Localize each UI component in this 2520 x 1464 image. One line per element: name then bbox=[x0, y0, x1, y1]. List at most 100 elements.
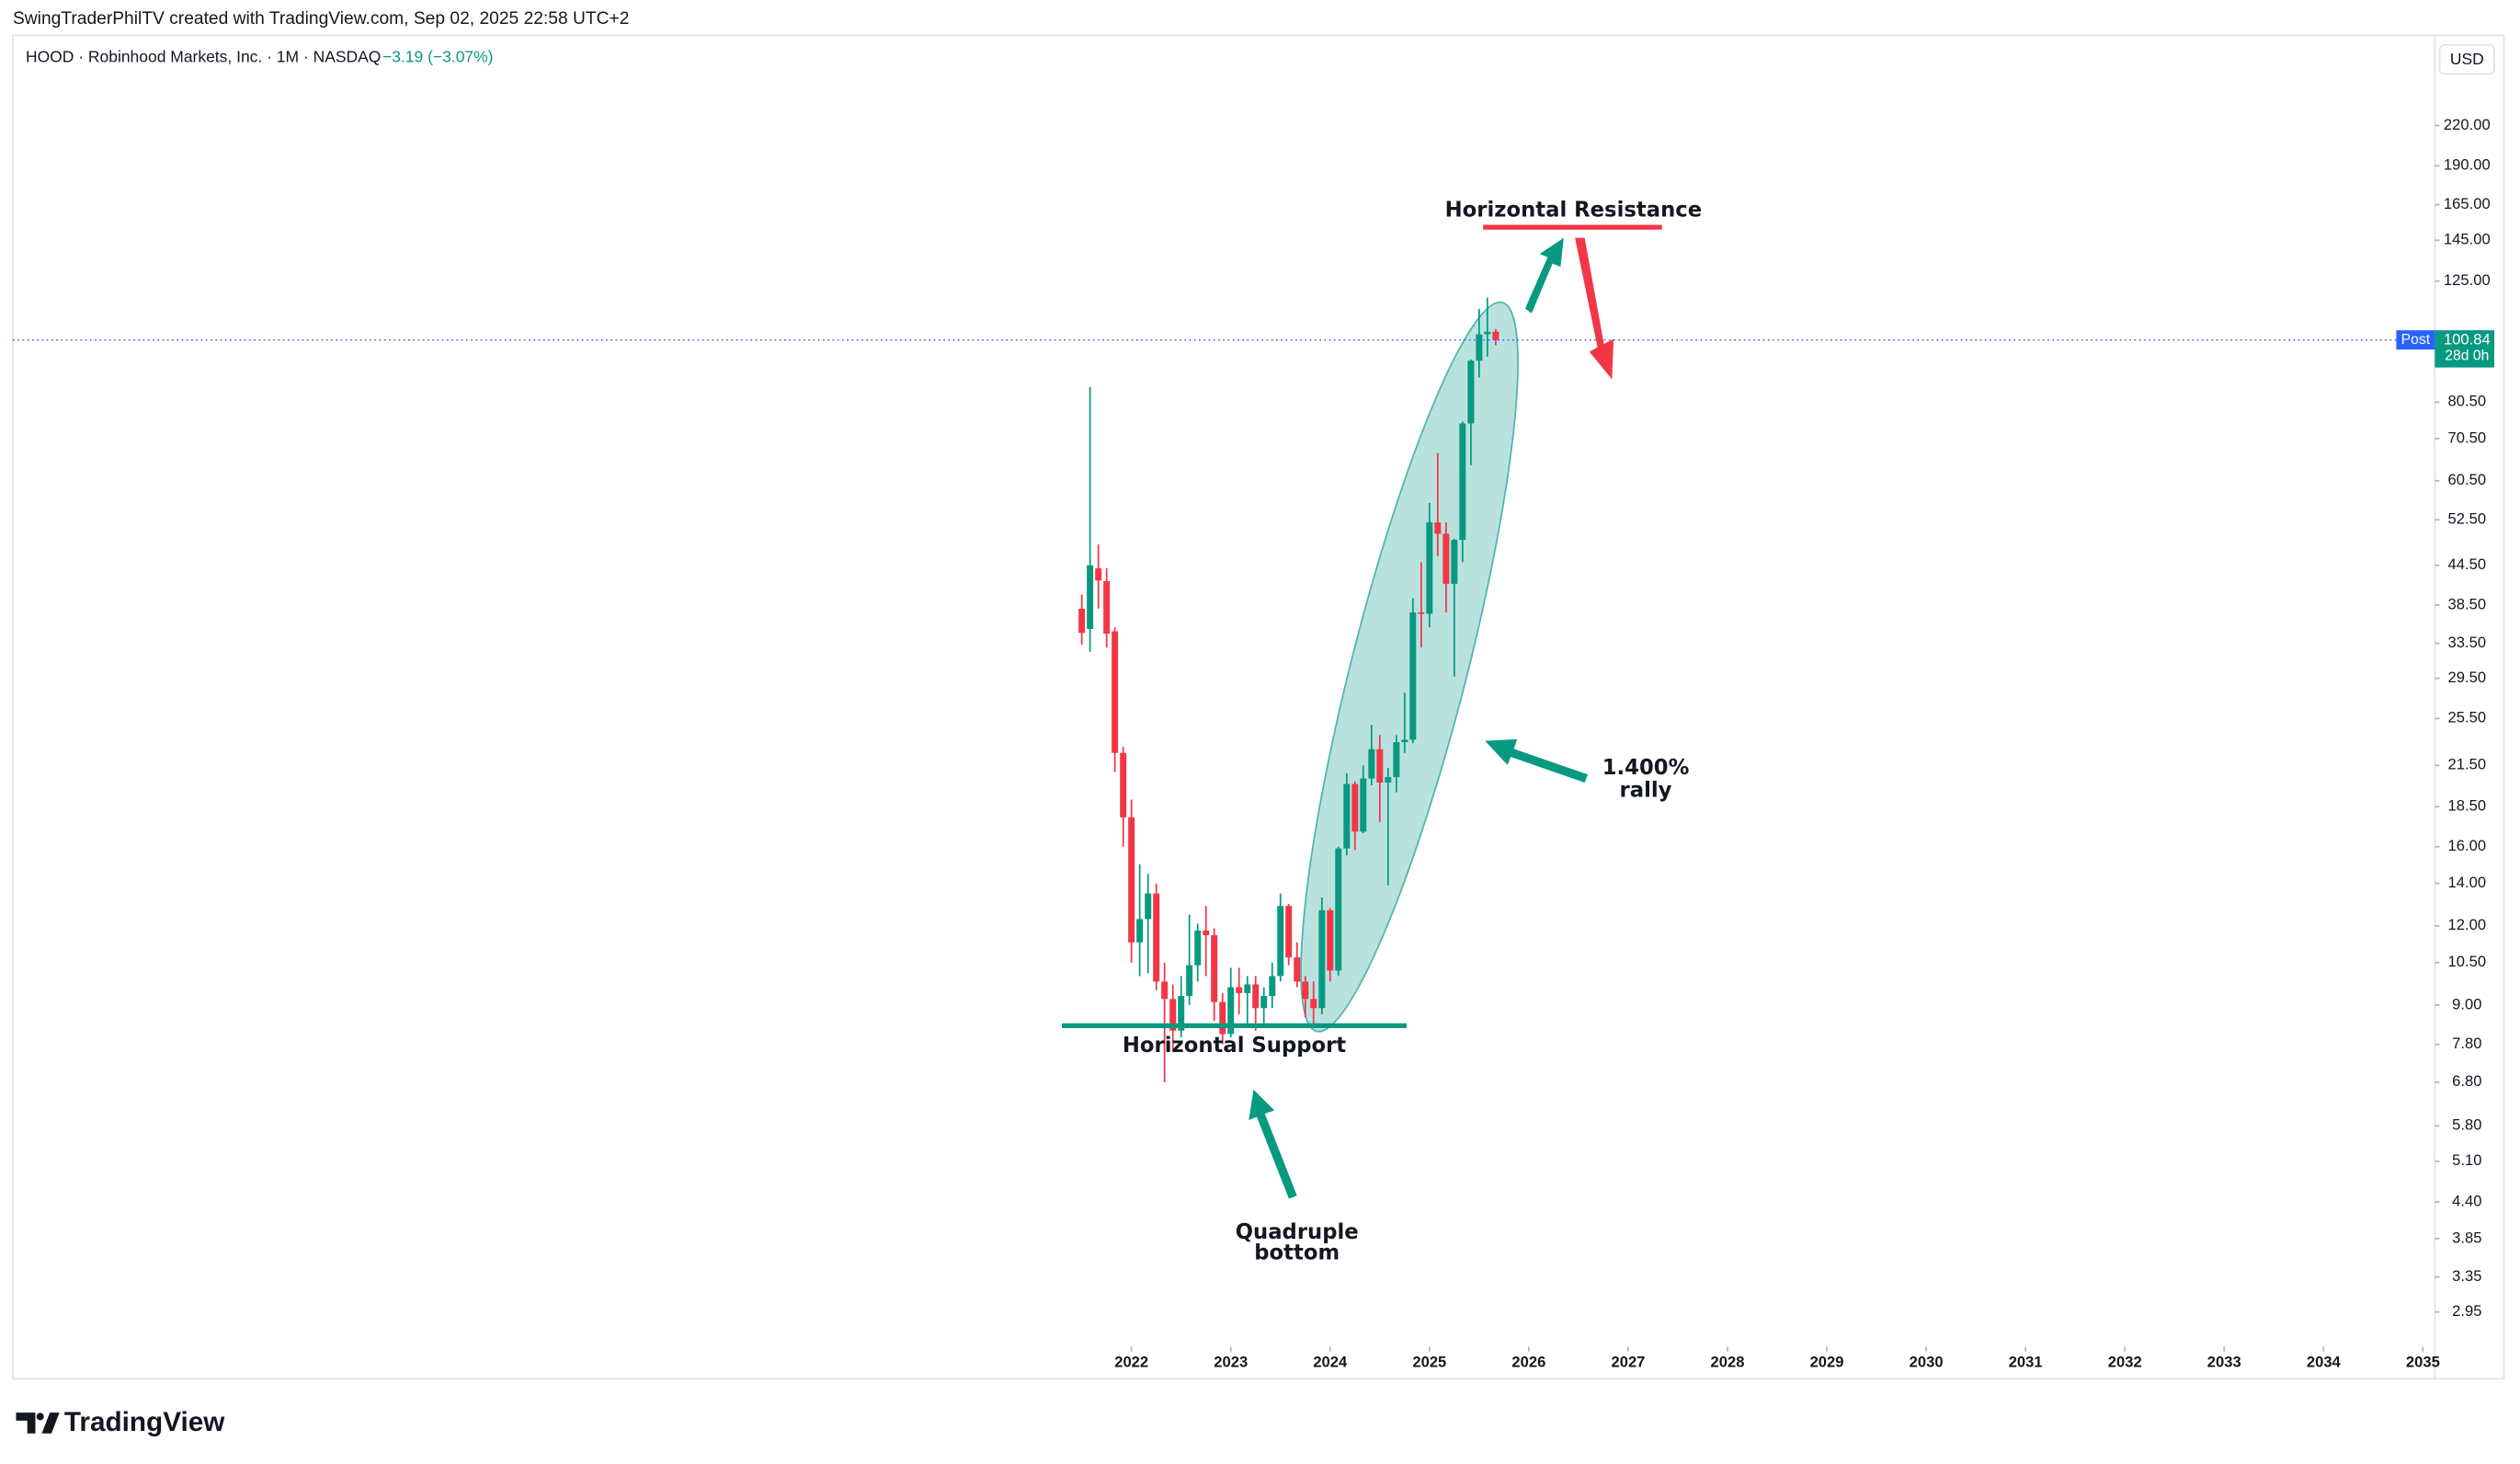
x-tick-label: 2026 bbox=[1511, 1353, 1545, 1370]
y-tick-label: 4.40 bbox=[2452, 1192, 2481, 1209]
y-tick-label: 18.50 bbox=[2448, 797, 2487, 815]
candle-body bbox=[1269, 976, 1276, 997]
candle-body bbox=[1227, 987, 1235, 1035]
candle-body bbox=[1310, 999, 1317, 1009]
y-tick-label: 21.50 bbox=[2448, 756, 2487, 773]
x-tick-label: 2031 bbox=[2009, 1353, 2043, 1370]
x-tick-label: 2029 bbox=[1810, 1353, 1844, 1370]
candle-body bbox=[1095, 568, 1102, 581]
candle-body bbox=[1161, 981, 1169, 1000]
candle-body bbox=[1136, 919, 1144, 943]
candle-body bbox=[1327, 909, 1334, 971]
candle-body bbox=[1467, 360, 1475, 424]
brand-logo: TradingView bbox=[16, 1407, 225, 1437]
x-tick-label: 2027 bbox=[1611, 1353, 1645, 1370]
candle-body bbox=[1434, 522, 1442, 534]
post-tag bbox=[2396, 330, 2435, 350]
candle-body bbox=[1426, 522, 1433, 614]
candle-body bbox=[1376, 749, 1384, 783]
candle-body bbox=[1194, 930, 1202, 966]
brand: TradingView bbox=[64, 1407, 225, 1437]
candle-body bbox=[1186, 965, 1193, 997]
candle-body bbox=[1145, 893, 1152, 920]
x-tick-label: 2033 bbox=[2207, 1353, 2241, 1370]
x-tick-label: 2030 bbox=[1910, 1353, 1944, 1370]
y-tick-label: 220.00 bbox=[2444, 116, 2491, 133]
candle-body bbox=[1285, 906, 1293, 958]
candle-body bbox=[1476, 334, 1483, 361]
y-tick-label: 12.00 bbox=[2448, 916, 2487, 933]
candle-body bbox=[1351, 783, 1359, 832]
candle-body bbox=[1360, 778, 1367, 832]
post-tag-label: Post bbox=[2401, 332, 2431, 348]
candle-body bbox=[1120, 752, 1127, 818]
candle-body bbox=[1484, 331, 1491, 335]
x-tick-label: 2023 bbox=[1214, 1353, 1248, 1370]
y-tick-label: 33.50 bbox=[2448, 634, 2487, 651]
y-tick-label: 25.50 bbox=[2448, 709, 2487, 726]
candle-body bbox=[1335, 848, 1342, 971]
candle-body bbox=[1203, 930, 1210, 935]
candle-body bbox=[1211, 934, 1218, 1002]
chart-frame bbox=[12, 34, 2505, 1380]
y-tick-label: 5.10 bbox=[2452, 1151, 2481, 1169]
symbol-info: HOOD · Robinhood Markets, Inc. · 1M · NA… bbox=[26, 48, 381, 66]
candle-body bbox=[1087, 565, 1094, 629]
candle-body bbox=[1368, 749, 1375, 779]
candle-body bbox=[1169, 999, 1177, 1031]
x-tick-label: 2035 bbox=[2406, 1353, 2440, 1370]
x-tick-label: 2022 bbox=[1114, 1353, 1148, 1370]
candle-body bbox=[1343, 783, 1351, 849]
candle-body bbox=[1459, 423, 1466, 541]
x-tick-label: 2032 bbox=[2108, 1353, 2142, 1370]
annotation: Quadruple bbox=[1236, 1220, 1359, 1244]
candle-body bbox=[1153, 893, 1160, 982]
y-tick-label: 5.80 bbox=[2452, 1116, 2481, 1134]
candle-body bbox=[1318, 909, 1326, 1009]
candle-body bbox=[1409, 612, 1417, 740]
y-tick-label: 14.00 bbox=[2448, 874, 2487, 891]
level-label: Horizontal Resistance bbox=[1445, 198, 1703, 222]
countdown-label: 28d 0h bbox=[2445, 349, 2489, 364]
candle-body bbox=[1492, 331, 1499, 340]
candle-body bbox=[1418, 612, 1425, 614]
candle-body bbox=[1401, 739, 1408, 742]
annotation: rally bbox=[1620, 778, 1672, 802]
y-tick-label: 2.95 bbox=[2452, 1302, 2481, 1320]
annotation: 1.400% bbox=[1602, 756, 1690, 780]
candle-body bbox=[1294, 957, 1301, 982]
arrow-support bbox=[1249, 1089, 1297, 1199]
candle-body bbox=[1442, 533, 1450, 584]
y-tick-label: 60.50 bbox=[2448, 471, 2487, 488]
header: SwingTraderPhilTV created with TradingVi… bbox=[13, 9, 629, 29]
currency[interactable]: USD bbox=[2450, 50, 2484, 68]
candle-body bbox=[1078, 608, 1086, 634]
currency-button[interactable] bbox=[2438, 44, 2495, 75]
candle-body bbox=[1277, 906, 1284, 977]
candle-body bbox=[1219, 1001, 1226, 1035]
last-price-label: 100.84 bbox=[2444, 330, 2491, 348]
y-tick-label: 3.85 bbox=[2452, 1229, 2481, 1246]
y-tick-label: 145.00 bbox=[2444, 231, 2491, 248]
x-tick-label: 2034 bbox=[2307, 1353, 2342, 1370]
candle-body bbox=[1112, 631, 1119, 753]
candle-body bbox=[1236, 987, 1243, 993]
candle-body bbox=[1128, 817, 1135, 943]
candle-body bbox=[1260, 996, 1268, 1009]
x-tick-label: 2025 bbox=[1412, 1353, 1446, 1370]
y-tick-label: 125.00 bbox=[2444, 271, 2491, 289]
candle-body bbox=[1103, 580, 1111, 635]
x-tick-label: 2024 bbox=[1313, 1353, 1348, 1370]
y-tick-label: 38.50 bbox=[2448, 595, 2487, 612]
y-tick-label: 165.00 bbox=[2444, 195, 2491, 212]
y-tick-label: 44.50 bbox=[2448, 555, 2487, 573]
candle-body bbox=[1393, 741, 1400, 778]
y-tick-label: 6.80 bbox=[2452, 1072, 2481, 1090]
candle-body bbox=[1451, 540, 1458, 584]
y-tick-label: 9.00 bbox=[2452, 995, 2481, 1012]
candle-body bbox=[1244, 984, 1251, 993]
y-tick-label: 190.00 bbox=[2444, 156, 2491, 174]
y-tick-label: 3.35 bbox=[2452, 1267, 2481, 1285]
